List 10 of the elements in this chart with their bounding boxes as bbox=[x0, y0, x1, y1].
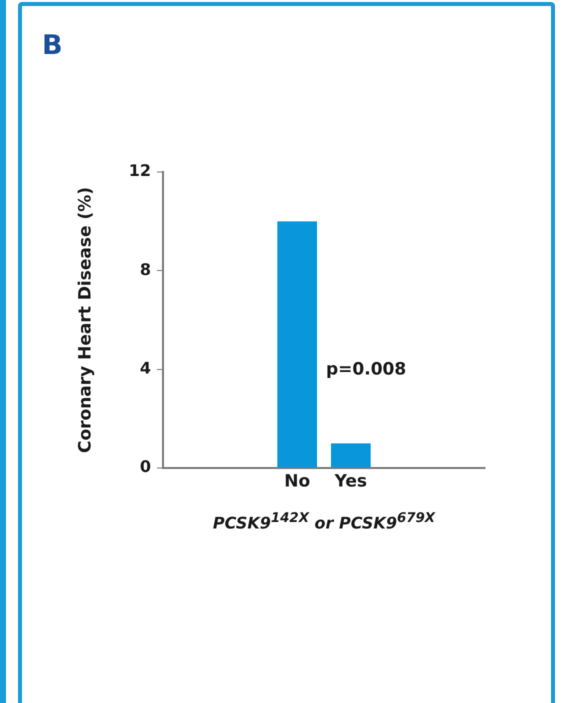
y-axis-title: Coronary Heart Disease (%) bbox=[76, 186, 96, 454]
x-tick-label: No bbox=[284, 472, 310, 492]
y-tick-label: 0 bbox=[140, 457, 151, 476]
y-tick-label: 4 bbox=[140, 358, 151, 378]
x-tick-label: Yes bbox=[334, 472, 368, 492]
y-tick-label: 8 bbox=[140, 260, 151, 279]
chart-title: B bbox=[42, 30, 63, 61]
x-axis-title: PCSK9$^{142X}$ or PCSK9$^{679X}$ bbox=[212, 511, 436, 532]
y-tick-label: 12 bbox=[128, 161, 151, 180]
annotation: p=0.008 bbox=[326, 360, 406, 380]
